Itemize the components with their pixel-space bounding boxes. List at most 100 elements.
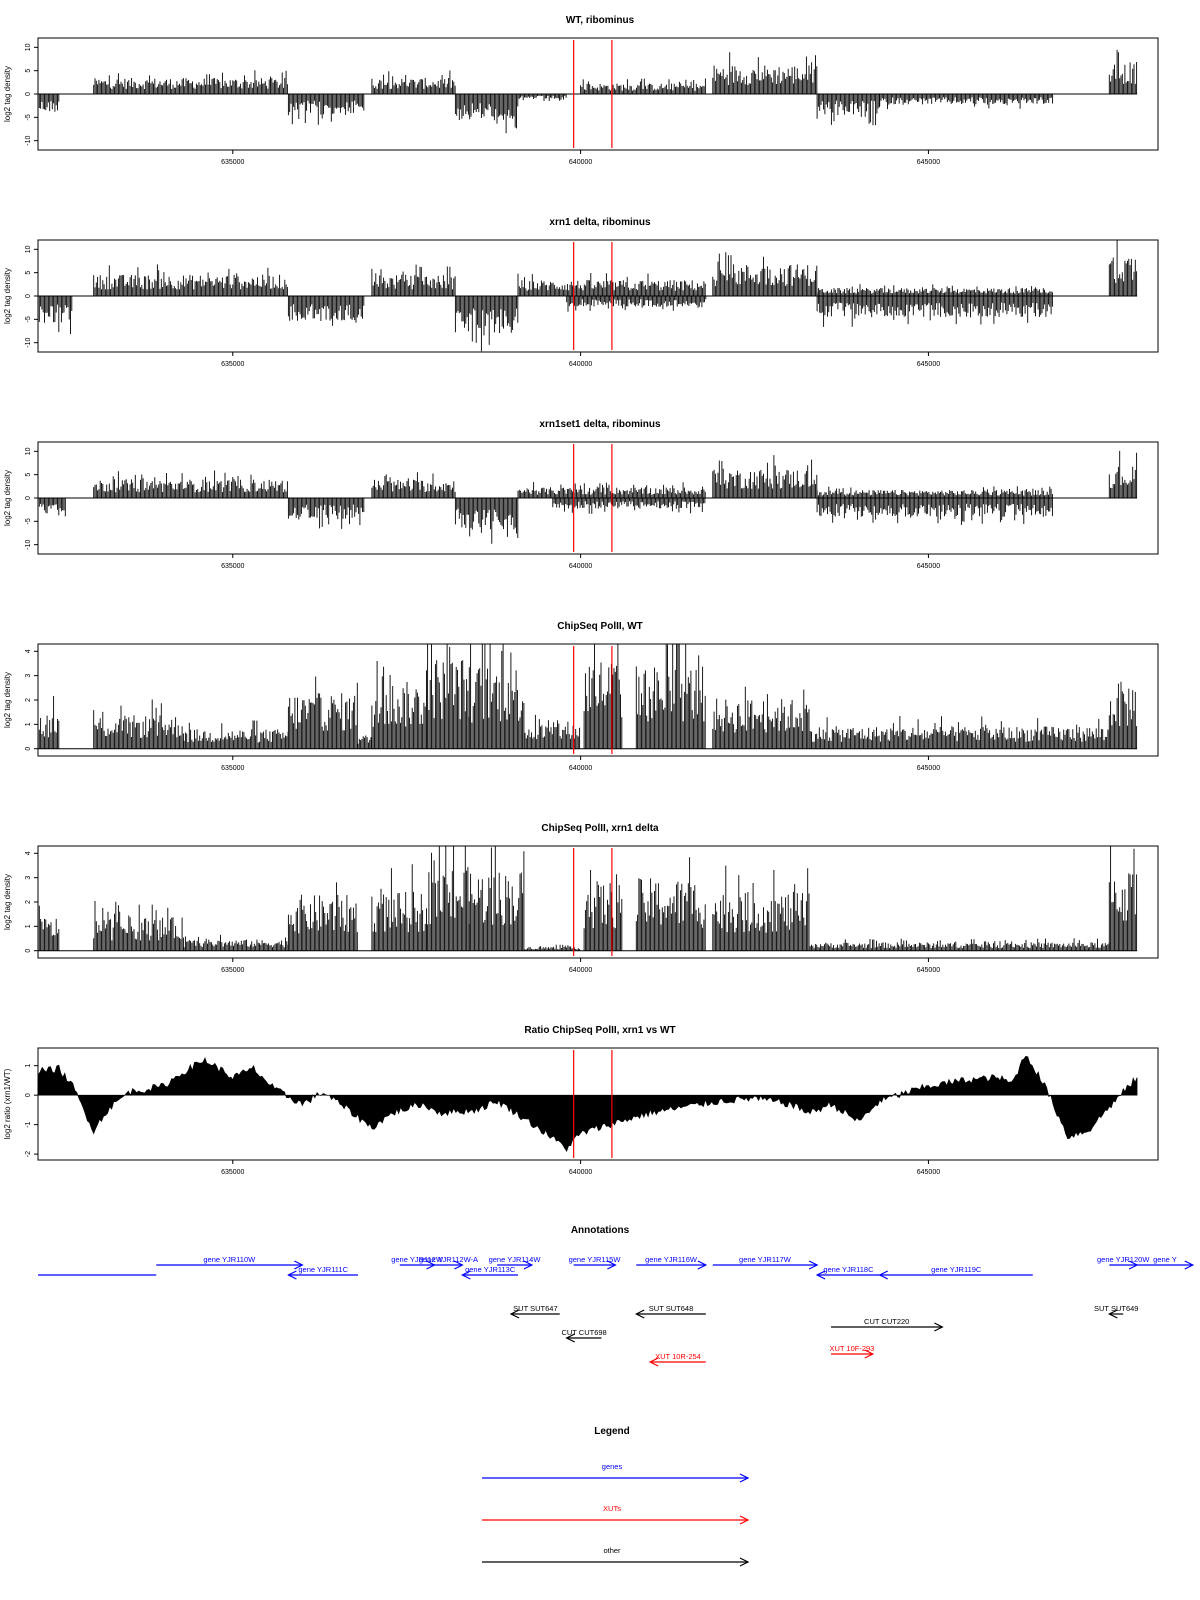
arrow-head xyxy=(878,1270,889,1280)
annotation-label: gene YJR115W xyxy=(569,1255,622,1264)
legend-label: genes xyxy=(602,1462,623,1471)
annotation-label: SUT SUT648 xyxy=(649,1304,693,1313)
plot-frame xyxy=(37,1047,1159,1161)
y-tick-label: -2 xyxy=(25,1151,32,1157)
legend-arrow-head xyxy=(739,1473,750,1483)
annotation-feature: SUT SUT649 xyxy=(1094,1304,1138,1319)
bar-segment xyxy=(635,644,706,749)
annotation-label: gene YJR110W xyxy=(203,1255,256,1264)
arrow-head xyxy=(808,1260,819,1270)
y-tick-label: 1 xyxy=(25,1064,32,1068)
y-tick-label: 0 xyxy=(25,496,32,500)
x-tick-label: 635000 xyxy=(221,361,244,368)
arrow-head xyxy=(461,1270,471,1280)
y-tick-label: 0 xyxy=(25,747,32,751)
annotation-label: gene YJR117W xyxy=(739,1255,792,1264)
x-tick-label: 640000 xyxy=(569,159,592,166)
annotation-feature: CUT CUT220 xyxy=(831,1317,944,1332)
annotation-label: gene YJR111C xyxy=(298,1265,348,1274)
bar-segment xyxy=(287,94,365,125)
legend-arrow-head xyxy=(739,1557,750,1567)
annotation-feature: XUT 10R-254 xyxy=(648,1352,706,1367)
annotation-feature: gene YJR116W xyxy=(636,1255,708,1270)
y-tick-label: 0 xyxy=(25,1093,32,1097)
x-tick-label: 640000 xyxy=(569,361,592,368)
arrow-head xyxy=(934,1322,944,1332)
y-tick-label: 5 xyxy=(25,69,32,73)
annotation-feature: SUT SUT648 xyxy=(634,1304,706,1319)
bar-segment xyxy=(552,498,706,514)
bar-segment xyxy=(712,52,818,94)
chart-panel: WT, ribominus log2 tag density -10 -5 0 5 10 63… xyxy=(3,15,1159,166)
legend-arrow-head xyxy=(739,1515,750,1525)
y-tick-label: 10 xyxy=(25,43,32,51)
y-tick-label: 0 xyxy=(25,92,32,96)
bar-segment xyxy=(712,252,818,296)
arrow-head xyxy=(454,1260,464,1270)
annotation-feature: gene YJR111C xyxy=(287,1265,358,1280)
annotation-feature: gene YJR110W xyxy=(156,1255,304,1270)
bar-segment xyxy=(454,296,519,352)
y-tick-label: 2 xyxy=(25,698,32,702)
annotation-label: SUT SUT647 xyxy=(513,1304,557,1313)
y-tick-label: 4 xyxy=(25,649,32,653)
bar-segment xyxy=(37,905,60,951)
annotation-label: gene YJR113C xyxy=(465,1265,516,1274)
y-tick-label: -10 xyxy=(25,338,32,348)
data-series xyxy=(37,240,1138,352)
bar-segment xyxy=(1108,846,1138,951)
annotation-label: gene YJR116W xyxy=(645,1255,698,1264)
x-tick-label: 645000 xyxy=(917,361,940,368)
bar-segment xyxy=(1108,49,1138,94)
chart-title: ChipSeq PolII, xrn1 delta xyxy=(541,823,659,834)
y-axis-label: log2 tag density xyxy=(3,268,12,324)
bar-segment xyxy=(712,686,810,749)
bar-segment xyxy=(468,644,525,749)
bar-segment xyxy=(583,644,623,749)
bar-segment xyxy=(1108,240,1138,296)
arrow-head xyxy=(864,1349,875,1359)
annotation-label: gene YJR112W xyxy=(391,1255,444,1264)
y-axis-label: log2 tag density xyxy=(3,470,12,526)
y-tick-label: -5 xyxy=(25,518,32,524)
bar-segment xyxy=(712,865,810,951)
arrow-head xyxy=(287,1270,297,1280)
bar-segment xyxy=(93,901,184,951)
annotation-feature: gene YJR112W-A xyxy=(419,1255,478,1270)
x-tick-label: 635000 xyxy=(221,1169,244,1176)
chart-title: xrn1 delta, ribominus xyxy=(549,217,651,228)
bar-segment xyxy=(93,699,184,749)
bar-segment xyxy=(524,714,581,749)
annotation-feature: gene YJR117W xyxy=(712,1255,819,1270)
bar-segment xyxy=(816,94,880,126)
bar-segment xyxy=(879,94,1054,110)
bar-segment xyxy=(809,716,1110,749)
bar-segment xyxy=(816,296,1053,327)
legend: Legend genes XUTs other xyxy=(482,1426,750,1567)
bar-segment xyxy=(287,498,365,529)
bar-segment xyxy=(524,944,581,951)
bar-segment xyxy=(454,94,519,134)
y-tick-label: -10 xyxy=(25,540,32,550)
annotation-feature: XUT 10F-293 xyxy=(829,1344,875,1359)
x-tick-label: 640000 xyxy=(569,765,592,772)
bar-segment xyxy=(517,273,706,296)
x-tick-label: 645000 xyxy=(917,1169,940,1176)
bar-segment xyxy=(1108,450,1138,498)
arrow-head xyxy=(815,1270,826,1280)
x-tick-label: 635000 xyxy=(221,563,244,570)
bar-segment xyxy=(371,472,456,498)
arrow-head xyxy=(697,1260,708,1270)
annotation-feature: CUT CUT698 xyxy=(561,1328,607,1343)
legend-label: other xyxy=(603,1546,621,1555)
bar-segment xyxy=(427,644,470,749)
bar-segment xyxy=(816,486,1053,498)
annotation-label: XUT 10R-254 xyxy=(655,1352,701,1361)
bar-segment xyxy=(809,938,1110,951)
bar-segment xyxy=(580,78,706,94)
bar-segment xyxy=(183,934,289,951)
chart-panel: xrn1set1 delta, ribominus log2 tag densit… xyxy=(3,419,1159,570)
chart-title: xrn1set1 delta, ribominus xyxy=(539,419,661,430)
